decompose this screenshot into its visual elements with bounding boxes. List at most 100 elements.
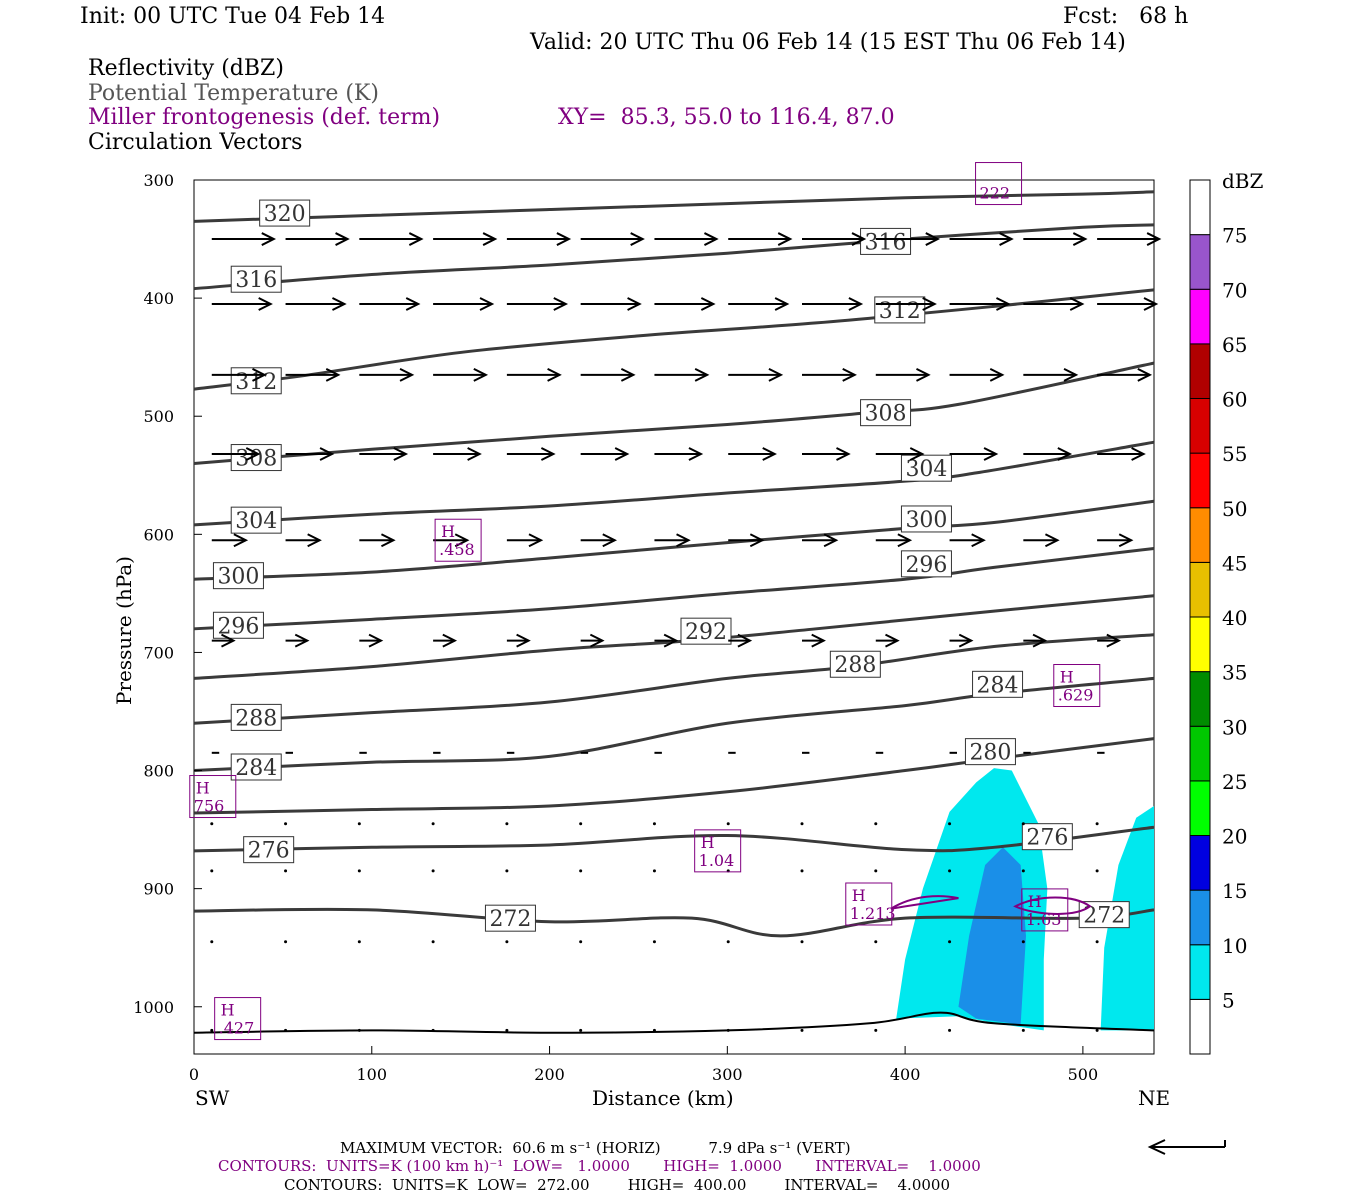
theta-contour-label-box	[829, 650, 881, 678]
frontogenesis-max-label: H	[1060, 668, 1074, 687]
y-tick-label: 800	[143, 762, 174, 781]
theta-contour-label-box	[230, 753, 282, 781]
circulation-vector-dot	[579, 822, 583, 826]
theta-contour-label: 272	[1083, 904, 1125, 929]
colorbar-segment	[1189, 507, 1211, 563]
frontogenesis-max-box	[845, 882, 893, 926]
circulation-vector-head	[589, 633, 605, 648]
theta-contour-label-box	[900, 550, 952, 578]
colorbar-level-label: 5	[1222, 988, 1235, 1012]
circulation-vector-head	[909, 447, 925, 461]
circulation-vector-head	[663, 633, 679, 648]
circulation-vector-dot	[357, 1028, 361, 1032]
circulation-vector-dot	[800, 822, 804, 826]
theta-contour-label: 276	[1026, 826, 1068, 851]
circulation-vector-head	[258, 297, 273, 311]
theta-contour-label: 308	[865, 402, 907, 427]
circulation-vector-dot	[948, 869, 952, 873]
circulation-vector-head	[473, 367, 489, 382]
x-axis-end-right: NE	[1138, 1086, 1171, 1110]
frontogenesis-max-value: 1.04	[699, 851, 735, 870]
frontogenesis-max-label: H	[196, 779, 210, 798]
circulation-vector-head	[467, 447, 482, 461]
circulation-vector-dot	[579, 1028, 583, 1032]
y-tick-label: 700	[143, 643, 174, 662]
y-tick-label: 400	[143, 289, 174, 308]
frontogenesis-contour	[890, 895, 959, 910]
theta-contour-line	[193, 223, 1155, 291]
colorbar-segment	[1189, 452, 1211, 509]
colorbar-level-label: 25	[1222, 770, 1247, 794]
circulation-vector-head	[971, 533, 986, 548]
theta-contour-label-box	[259, 199, 311, 227]
theta-contour-label-box	[1021, 823, 1073, 851]
circulation-vector-dot	[579, 869, 583, 873]
x-axis-label: Distance (km)	[592, 1086, 734, 1110]
colorbar-segment	[1189, 398, 1211, 454]
circulation-vector-head	[983, 447, 999, 461]
theta-contour-line	[193, 907, 1155, 938]
circulation-vector-dot	[357, 869, 361, 873]
circulation-vector-dot	[284, 822, 288, 826]
theta-contour-label-box	[972, 670, 1024, 698]
field-reflectivity: Reflectivity (dBZ)	[88, 56, 284, 81]
circulation-vector-head	[547, 367, 562, 382]
theta-contour-label: 320	[264, 202, 306, 227]
theta-contour-label: 296	[905, 553, 947, 578]
y-tick-label: 500	[143, 407, 174, 426]
theta-contour-label: 292	[685, 620, 727, 645]
circulation-vector-dot	[800, 869, 804, 873]
frontogenesis-max-box	[189, 775, 237, 819]
circulation-vector-head	[703, 232, 719, 246]
frontogenesis-max-label: H	[1028, 892, 1042, 911]
theta-contour-label-box	[212, 611, 264, 639]
circulation-vector-head	[540, 447, 556, 461]
circulation-vector-head	[737, 633, 753, 648]
frontogenesis-max-label: H	[852, 886, 866, 905]
circulation-vector-head	[823, 533, 839, 548]
circulation-vector-head	[688, 447, 704, 461]
circulation-vector-head	[836, 447, 851, 461]
colorbar-level-label: 45	[1222, 551, 1247, 575]
circulation-vector-head	[1069, 297, 1085, 311]
frontogenesis-max-value: .458	[439, 540, 475, 559]
frontogenesis-max-label: H	[221, 1001, 235, 1020]
colorbar-level-label: 60	[1222, 388, 1247, 412]
circulation-vector-dot	[726, 822, 730, 826]
theta-contour-label-box	[874, 296, 926, 324]
circulation-vector-dot	[948, 1028, 952, 1032]
colorbar-segment	[1189, 343, 1211, 399]
reflectivity-layer	[896, 768, 1154, 1031]
frontogenesis-max-box	[1053, 664, 1101, 708]
theta-contour-line	[193, 633, 1155, 725]
circulation-vector-head	[897, 533, 913, 548]
circulation-vector-head	[842, 367, 857, 382]
circulation-vector-dot	[284, 869, 288, 873]
theta-contour-label-box	[230, 444, 282, 472]
circulation-vector-dot	[431, 940, 435, 944]
theta-contour-line	[193, 190, 1155, 223]
frontogenesis-max-label: H	[441, 522, 455, 541]
x-tick-label: 300	[712, 1065, 743, 1084]
circulation-vector-head	[627, 297, 642, 311]
circulation-vector-head	[442, 633, 458, 648]
circulation-vector-head	[325, 367, 341, 382]
cross-section-xy: XY= 85.3, 55.0 to 116.4, 87.0	[558, 105, 895, 130]
circulation-vector-head	[319, 447, 335, 461]
colorbar-segment	[1189, 835, 1211, 891]
theta-contour-line	[193, 547, 1155, 631]
circulation-vector-head	[777, 232, 793, 246]
plot-frame	[193, 179, 1155, 1055]
circulation-vector-head	[851, 232, 867, 246]
circulation-vector-dot	[505, 940, 509, 944]
circulation-vector-dot	[1021, 1028, 1025, 1032]
circulation-vector-head	[1032, 633, 1048, 648]
circulation-vector-head	[749, 533, 765, 548]
theta-contour-label-box	[1078, 901, 1130, 929]
circulation-vector-head	[399, 367, 415, 382]
circulation-vector-head	[694, 367, 710, 382]
theta-contour-line	[193, 825, 1155, 853]
x-tick-label: 100	[357, 1065, 388, 1084]
